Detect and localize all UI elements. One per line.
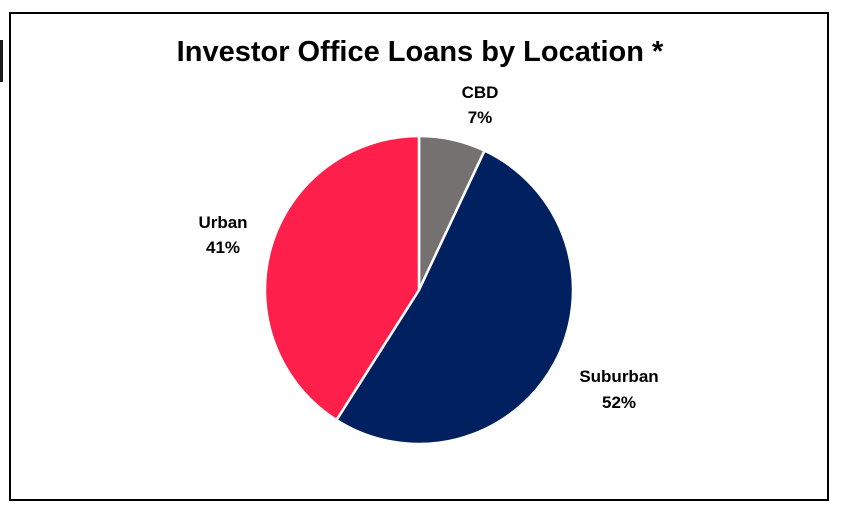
slice-label-urban-value: 41%	[206, 238, 240, 257]
left-edge-mark	[0, 40, 3, 82]
slice-label-cbd: CBD 7%	[462, 83, 499, 127]
pie-slice-urban	[263, 134, 421, 422]
slice-label-cbd-name: CBD	[462, 83, 499, 102]
slice-label-cbd-value: 7%	[468, 108, 493, 127]
pie-slice-suburban	[335, 149, 575, 446]
pie-slices	[263, 134, 575, 446]
slice-label-urban: Urban 41%	[198, 213, 247, 257]
slice-label-suburban-value: 52%	[602, 393, 636, 412]
slice-label-urban-name: Urban	[198, 213, 247, 232]
slice-label-suburban: Suburban 52%	[579, 367, 658, 412]
chart-title: Investor Office Loans by Location *	[176, 36, 664, 68]
slice-label-suburban-name: Suburban	[579, 367, 658, 386]
